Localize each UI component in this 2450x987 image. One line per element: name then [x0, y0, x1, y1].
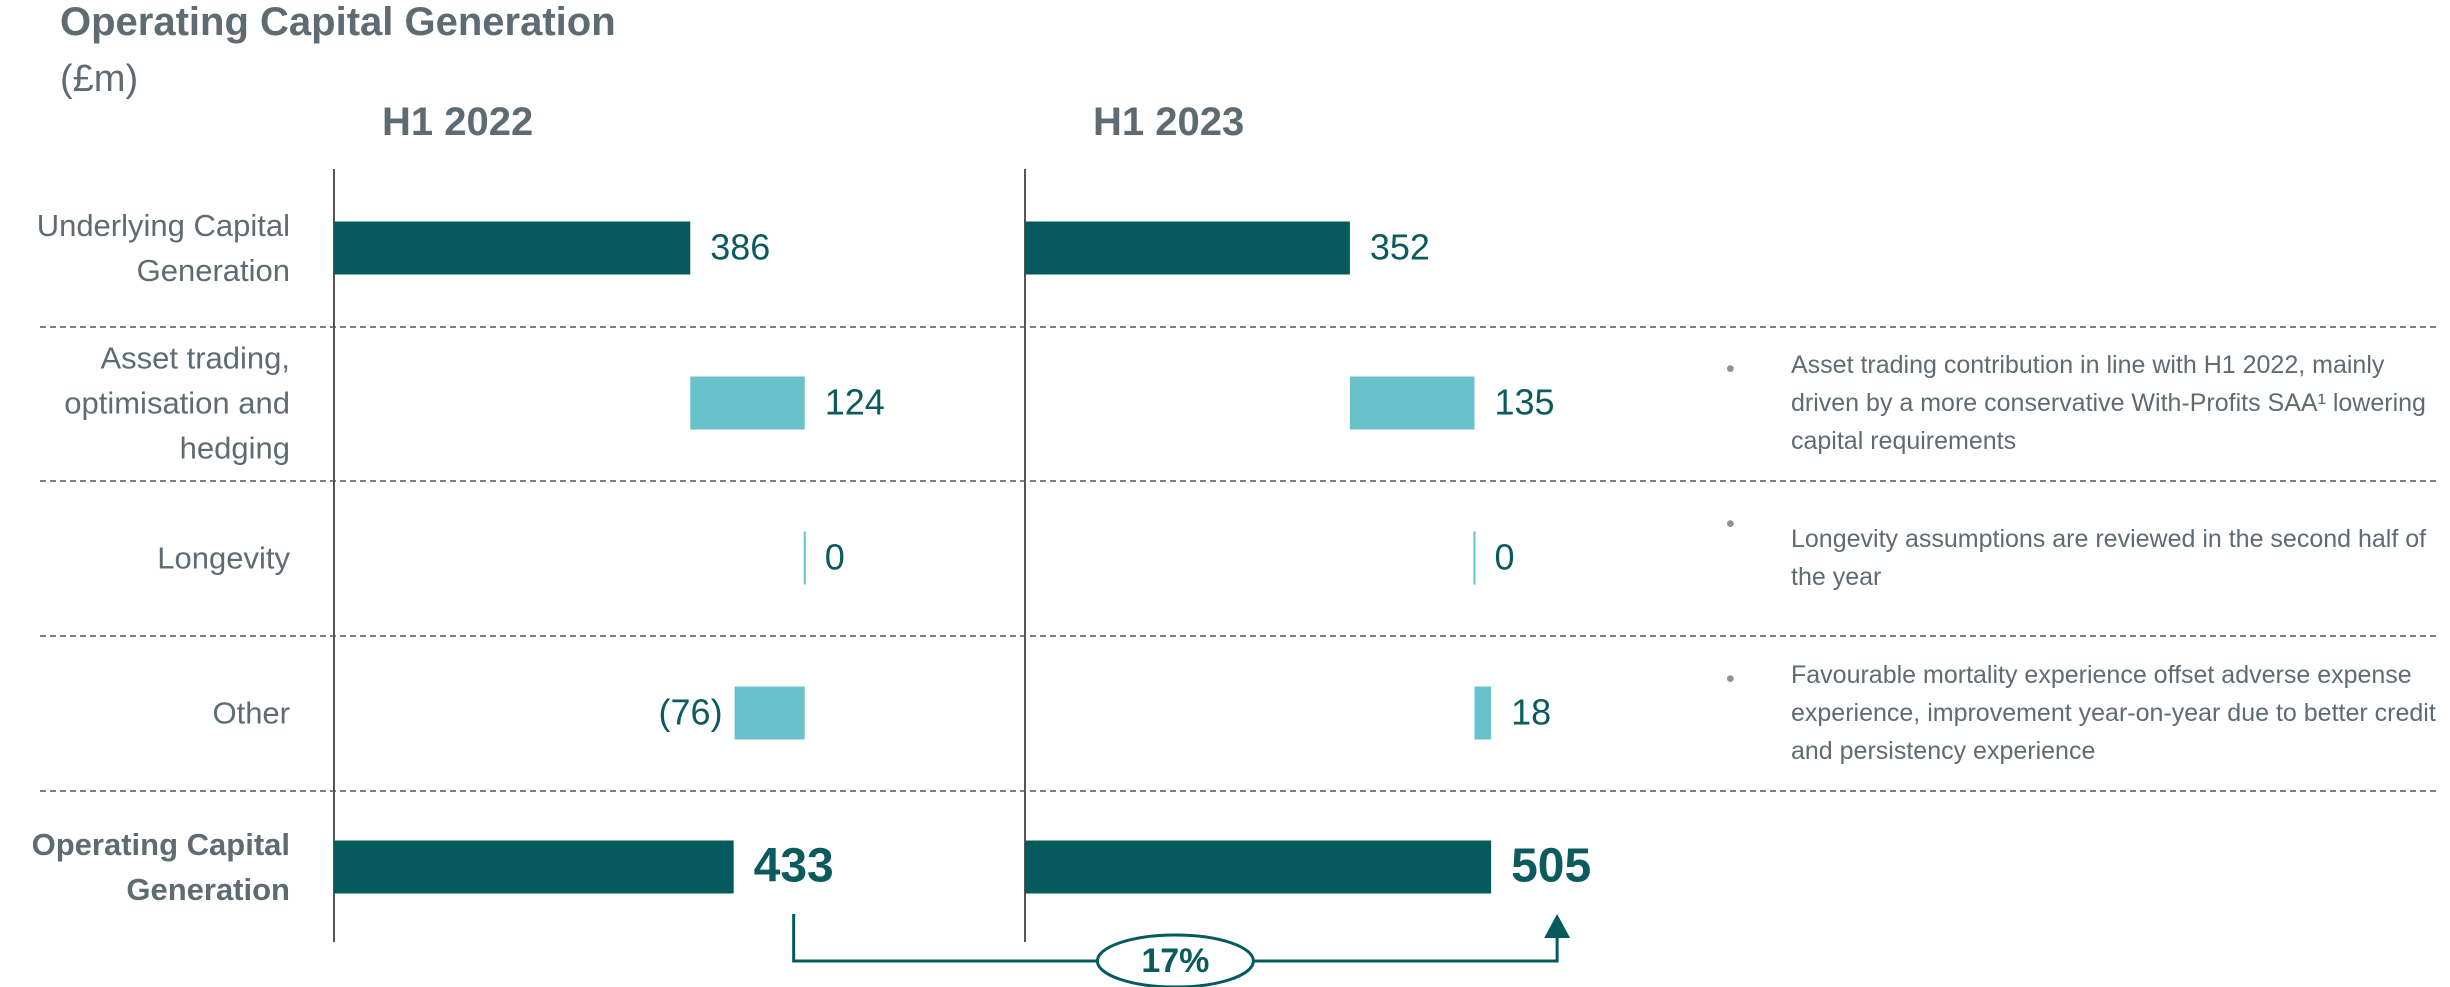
value-label: 18 — [1511, 692, 1551, 733]
bullet: • — [1726, 355, 1735, 383]
bar — [1474, 686, 1492, 740]
arrow-head — [1544, 914, 1571, 938]
chart-subtitle: (£m) — [60, 58, 139, 100]
note: Longevity assumptions are reviewed in th… — [1791, 525, 2427, 591]
value-label: 135 — [1495, 382, 1555, 423]
bar — [734, 686, 805, 740]
value-label: 505 — [1511, 840, 1591, 893]
category-label: Asset trading, optimisation and hedging — [64, 340, 290, 466]
bullet: • — [1726, 510, 1735, 538]
value-label: 0 — [825, 537, 845, 578]
value-label: 386 — [710, 227, 770, 268]
category-label: Operating Capital Generation — [31, 827, 290, 907]
value-label: 0 — [1495, 537, 1515, 578]
bar — [1025, 840, 1492, 894]
note: Asset trading contribution in line with … — [1791, 351, 2426, 455]
category-label: Other — [212, 695, 290, 731]
category-label: Underlying Capital Generation — [36, 208, 290, 288]
bar — [334, 221, 691, 275]
bar — [690, 376, 805, 430]
bar — [334, 840, 734, 894]
bar — [1349, 376, 1475, 430]
growth-label: 17% — [1141, 942, 1209, 980]
value-label: 352 — [1370, 227, 1430, 268]
value-label: 124 — [825, 382, 885, 423]
value-label: 433 — [754, 840, 834, 893]
chart-title: Operating Capital Generation — [60, 0, 616, 44]
value-label: (76) — [659, 692, 723, 733]
bullet: • — [1726, 665, 1735, 693]
panel-header: H1 2022 — [382, 100, 534, 144]
growth-badge — [1095, 933, 1255, 987]
panel-header: H1 2023 — [1093, 100, 1245, 144]
category-label: Longevity — [157, 540, 290, 576]
bar — [1025, 221, 1350, 275]
note: Favourable mortality experience offset a… — [1791, 661, 2436, 765]
